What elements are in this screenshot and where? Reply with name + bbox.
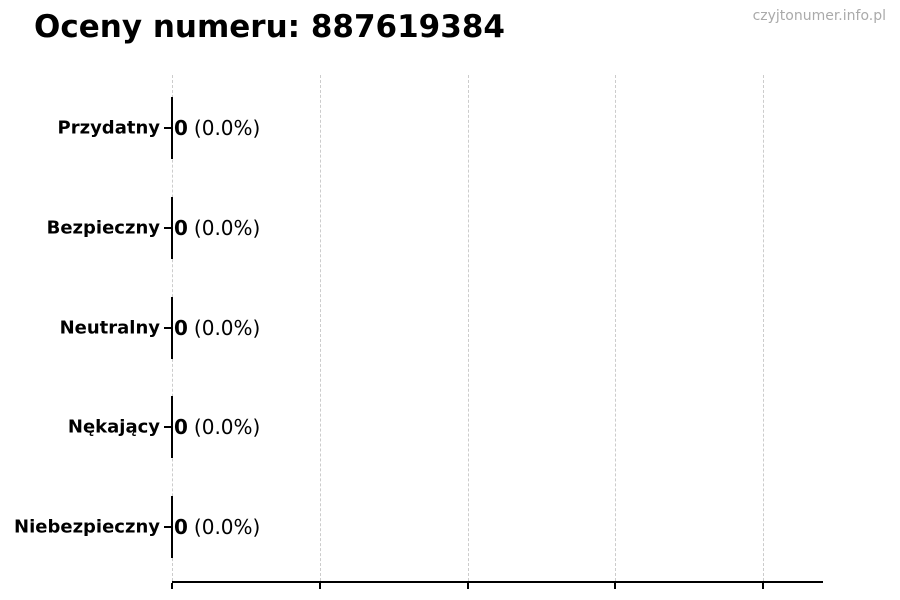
value-count: 0 — [174, 415, 188, 439]
value-percent: (0.0%) — [193, 316, 261, 340]
value-annotation: 0 (0.0%) — [174, 216, 260, 240]
value-percent: (0.0%) — [193, 116, 261, 140]
gridline — [467, 75, 469, 581]
category-label: Niebezpieczny — [14, 516, 160, 538]
value-annotation: 0 (0.0%) — [174, 316, 260, 340]
site-watermark: czyjtonumer.info.pl — [752, 8, 886, 24]
y-axis-tick — [164, 227, 171, 229]
value-percent: (0.0%) — [193, 415, 261, 439]
value-count: 0 — [174, 216, 188, 240]
x-axis-tick — [466, 583, 469, 589]
x-axis-tick — [319, 583, 321, 589]
value-percent: (0.0%) — [193, 515, 261, 539]
zero-width-bar — [171, 496, 173, 558]
y-axis-tick — [164, 526, 171, 528]
category-label: Nękający — [67, 416, 160, 438]
value-count: 0 — [174, 316, 188, 340]
category-label: Neutralny — [59, 317, 160, 339]
gridline — [320, 75, 321, 581]
y-axis-tick — [164, 426, 171, 428]
x-axis-tick — [614, 583, 616, 589]
x-axis-tick — [171, 583, 173, 589]
category-label: Bezpieczny — [46, 217, 160, 239]
zero-width-bar — [171, 297, 173, 359]
value-annotation: 0 (0.0%) — [174, 116, 260, 140]
gridline — [763, 75, 764, 581]
y-axis-tick — [164, 127, 171, 129]
chart-title: Oceny numeru: 887619384 — [34, 9, 505, 45]
value-annotation: 0 (0.0%) — [174, 515, 260, 539]
category-label: Przydatny — [57, 117, 160, 139]
zero-width-bar — [171, 97, 173, 159]
plot-area: Przydatny 0 (0.0%) Bezpieczny 0 (0.0%) Neu… — [14, 75, 823, 589]
y-axis-tick — [164, 327, 171, 329]
value-percent: (0.0%) — [193, 216, 261, 240]
gridline — [615, 75, 616, 581]
value-count: 0 — [174, 116, 188, 140]
zero-width-bar — [171, 197, 173, 259]
value-annotation: 0 (0.0%) — [174, 415, 260, 439]
x-axis-tick — [762, 583, 764, 589]
zero-width-bar — [171, 396, 173, 458]
value-count: 0 — [174, 515, 188, 539]
